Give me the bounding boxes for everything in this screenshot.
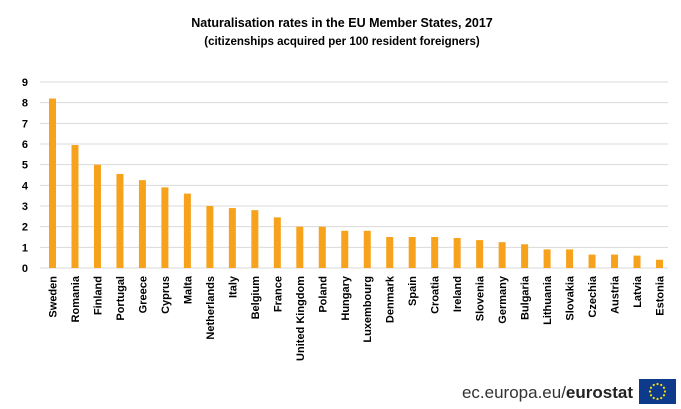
bar [566, 249, 574, 268]
chart-subtitle: (citizenships acquired per 100 resident … [204, 36, 480, 48]
x-tick-label: Sweden [48, 276, 60, 318]
source-bold: eurostat [565, 383, 633, 402]
flag-star [660, 396, 663, 400]
flag-star [656, 397, 659, 401]
x-tick-label: Luxembourg [362, 276, 374, 343]
y-axis-ticks: 0 1 2 3 4 5 6 7 8 9 [22, 77, 29, 275]
x-tick-label: Italy [227, 275, 239, 298]
flag-star [648, 390, 652, 393]
bar [206, 206, 214, 268]
y-tick-label: 6 [22, 139, 28, 151]
bar [543, 249, 551, 268]
bar [228, 208, 236, 268]
bar [251, 210, 259, 268]
x-tick-label: Hungary [340, 275, 352, 321]
x-tick-label: Lithuania [542, 275, 554, 325]
bar [408, 237, 416, 268]
y-tick-label: 7 [22, 118, 28, 130]
bar [611, 254, 619, 268]
bar [633, 255, 641, 268]
y-tick-label: 0 [22, 263, 28, 275]
bar [341, 230, 349, 268]
bar [161, 187, 169, 268]
bar [588, 254, 596, 268]
bar [318, 226, 326, 268]
chart-title: Naturalisation rates in the EU Member St… [191, 16, 493, 30]
y-tick-label: 5 [22, 160, 28, 172]
flag-star [649, 394, 653, 397]
bar [498, 242, 506, 268]
flag-star [662, 386, 666, 389]
bar [116, 173, 124, 268]
bar [476, 240, 484, 268]
x-tick-label: Spain [407, 276, 419, 306]
bar [93, 164, 101, 268]
bar [71, 145, 79, 268]
bar [386, 237, 394, 268]
x-tick-label: Finland [92, 276, 104, 315]
x-tick-label: Austria [610, 275, 622, 314]
y-tick-label: 9 [22, 77, 28, 89]
x-tick-label: Belgium [250, 276, 262, 320]
flag-star [652, 396, 655, 400]
x-axis-ticks: Sweden Romania Finland Portugal Greece Cyprus… [48, 275, 667, 361]
x-tick-label: France [272, 276, 284, 312]
bar [183, 193, 191, 268]
flag-star [662, 394, 666, 397]
flag-star [656, 382, 659, 386]
bar [138, 180, 146, 268]
x-tick-label: Latvia [632, 275, 644, 308]
x-tick-label: Cyprus [160, 276, 172, 314]
bar [273, 217, 281, 268]
bar [431, 237, 439, 268]
y-tick-label: 2 [22, 222, 28, 234]
x-tick-label: Ireland [452, 276, 464, 312]
x-tick-label: United Kingdom [295, 276, 307, 361]
flag-star [660, 383, 663, 387]
bar [656, 259, 663, 268]
bar [363, 230, 371, 268]
x-tick-label: Czechia [587, 275, 599, 317]
eu-flag-icon [639, 379, 676, 404]
x-tick-label: Germany [497, 275, 509, 324]
x-tick-label: Slovakia [565, 275, 577, 321]
x-tick-label: Croatia [430, 275, 442, 314]
source-footer: ec.europa.eu/eurostat [462, 383, 633, 403]
gridlines [40, 81, 668, 269]
source-plain: ec.europa.eu/ [461, 383, 566, 402]
bar [49, 98, 56, 269]
y-tick-label: 4 [22, 180, 29, 192]
flag-star [649, 386, 653, 389]
x-tick-label: Poland [317, 276, 329, 313]
x-tick-label: Denmark [385, 275, 397, 323]
x-tick-label: Bulgaria [520, 275, 532, 320]
x-tick-label: Malta [182, 275, 194, 304]
bar [296, 226, 304, 268]
flag-star [652, 383, 655, 387]
bar [521, 244, 529, 268]
bar [453, 238, 461, 268]
flag-star [663, 390, 667, 393]
y-tick-label: 1 [22, 242, 28, 254]
y-tick-label: 8 [22, 98, 28, 110]
x-tick-label: Netherlands [205, 276, 217, 340]
bars [49, 98, 663, 269]
x-tick-label: Romania [70, 275, 82, 322]
x-tick-label: Greece [137, 276, 149, 313]
x-tick-label: Portugal [115, 276, 127, 321]
x-tick-label: Slovenia [475, 275, 487, 321]
x-tick-label: Estonia [655, 275, 667, 316]
y-tick-label: 3 [22, 201, 28, 213]
